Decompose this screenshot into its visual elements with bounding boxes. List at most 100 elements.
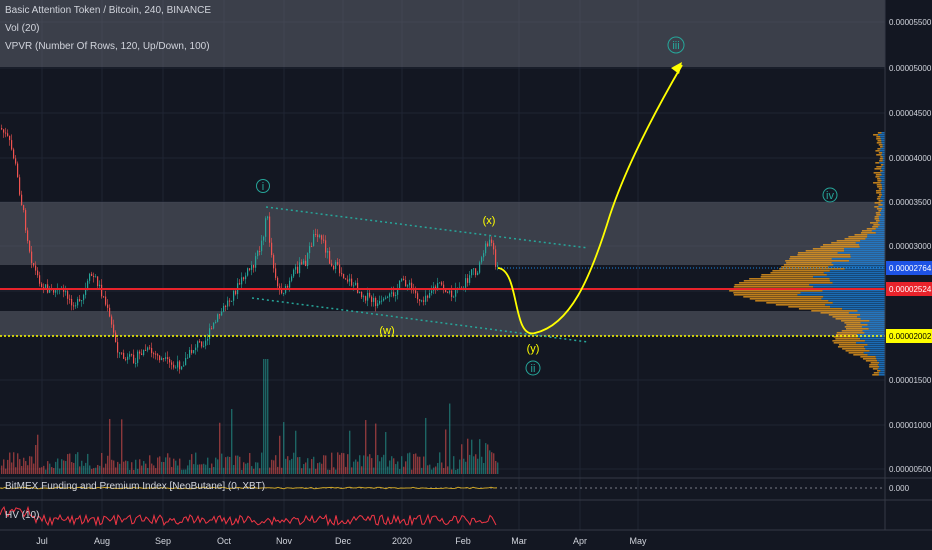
- volume-bar: [163, 462, 165, 474]
- candle-body: [41, 283, 43, 288]
- volume-profile-bar: [783, 264, 834, 266]
- volume-bar: [105, 463, 107, 474]
- wave-label-ii[interactable]: ii: [525, 360, 541, 376]
- volume-bar: [423, 456, 425, 474]
- volume-profile-bar: [833, 264, 885, 266]
- volume-profile-bar: [862, 330, 885, 332]
- volume-bar: [89, 465, 91, 474]
- volume-bar: [233, 464, 235, 474]
- volume-profile-bar: [734, 284, 810, 286]
- wave-label-y[interactable]: (y): [527, 343, 540, 355]
- volume-bar: [299, 456, 301, 474]
- volume-profile-bar: [797, 254, 851, 256]
- volume-profile-bar: [882, 160, 885, 162]
- volume-profile-bar: [779, 268, 845, 270]
- candle-body: [215, 321, 217, 324]
- volume-bar: [375, 423, 377, 474]
- volume-bar: [267, 359, 269, 474]
- wave-label-w[interactable]: (w): [379, 325, 394, 337]
- volume-profile-bar: [880, 198, 885, 200]
- legend-volume[interactable]: Vol (20): [5, 23, 40, 34]
- volume-bar: [209, 467, 211, 474]
- volume-profile-bar: [880, 182, 885, 184]
- time-axis[interactable]: Jul Aug Sep Oct Nov Dec 2020 Feb Mar Apr May: [36, 536, 647, 546]
- projection-path[interactable]: [497, 64, 683, 335]
- volume-profile-bar: [878, 152, 883, 154]
- candle-body: [77, 299, 79, 306]
- candle-body: [357, 282, 359, 294]
- volume-bar: [21, 465, 23, 474]
- volume-profile-bar: [860, 314, 885, 316]
- candle-body: [185, 357, 187, 366]
- candle-body: [17, 163, 19, 178]
- volume-profile-bar: [832, 302, 885, 304]
- volume-bar: [451, 469, 453, 474]
- channel-lower-line[interactable]: [251, 297, 589, 343]
- volume-bar: [7, 459, 9, 474]
- volume-profile-bar: [878, 200, 883, 202]
- volume-profile-bar: [760, 276, 814, 278]
- candle-body: [387, 296, 389, 298]
- candle-body: [269, 216, 271, 243]
- legend-symbol[interactable]: Basic Attention Token / Bitcoin, 240, BI…: [5, 5, 212, 16]
- volume-bar: [385, 432, 387, 474]
- volume-bar: [57, 458, 59, 474]
- volume-profile-bar: [881, 132, 885, 134]
- candle-body: [219, 314, 221, 316]
- volume-bar: [159, 456, 161, 474]
- candle-body: [151, 348, 153, 354]
- volume-profile-bar: [842, 308, 885, 310]
- volume-bar: [231, 409, 233, 474]
- volume-bar: [365, 420, 367, 474]
- legend-vpvr[interactable]: VPVR (Number Of Rows, 120, Up/Down, 100): [5, 41, 210, 52]
- volume-profile-bar: [882, 152, 885, 154]
- candle-body: [13, 149, 15, 159]
- volume-bar: [97, 464, 99, 474]
- candle-body: [281, 289, 283, 294]
- volume-profile-bar: [882, 204, 885, 206]
- volume-profile-bar: [733, 292, 801, 294]
- volume-bar: [157, 457, 159, 474]
- candle-body: [317, 234, 319, 238]
- volume-bar: [381, 457, 383, 474]
- legend-funding[interactable]: BitMEX Funding and Premium Index [NeoBut…: [5, 481, 266, 492]
- wave-label-x[interactable]: (x): [483, 215, 496, 227]
- candle-body: [319, 235, 321, 238]
- time-tick-label: Nov: [276, 536, 293, 546]
- wave-label-iv[interactable]: iv: [822, 187, 838, 203]
- volume-bar: [235, 455, 237, 474]
- volume-profile-bar: [867, 324, 885, 326]
- volume-bar: [257, 462, 259, 474]
- volume-profile: [727, 132, 885, 376]
- candle-body: [393, 292, 395, 296]
- wave-label-iii[interactable]: iii: [667, 36, 685, 54]
- candle-body: [475, 268, 477, 275]
- volume-bar: [141, 465, 143, 474]
- volume-bar: [195, 452, 197, 474]
- volume-bar: [399, 469, 401, 474]
- volume-bar: [135, 459, 137, 474]
- volume-profile-bar: [880, 146, 883, 148]
- volume-bar: [285, 458, 287, 474]
- volume-bar: [217, 459, 219, 474]
- candle-body: [377, 303, 379, 307]
- volume-profile-bar: [876, 208, 883, 210]
- candle-body: [19, 177, 21, 195]
- candle-body: [419, 299, 421, 301]
- legend-hv[interactable]: HV (10): [5, 510, 40, 521]
- candle-body: [279, 286, 281, 290]
- volume-profile-bar: [880, 170, 883, 172]
- volume-bar: [337, 452, 339, 474]
- channel-upper-line[interactable]: [265, 206, 589, 249]
- volume-profile-bar: [880, 172, 885, 174]
- volume-bar: [107, 455, 109, 474]
- volume-bar: [387, 466, 389, 474]
- volume-bar: [351, 467, 353, 474]
- volume-bar: [463, 458, 465, 474]
- candle-body: [361, 291, 363, 298]
- volume-profile-bar: [881, 184, 885, 186]
- volume-bar: [161, 461, 163, 474]
- candle-body: [229, 300, 231, 302]
- wave-label-i[interactable]: i: [256, 179, 270, 194]
